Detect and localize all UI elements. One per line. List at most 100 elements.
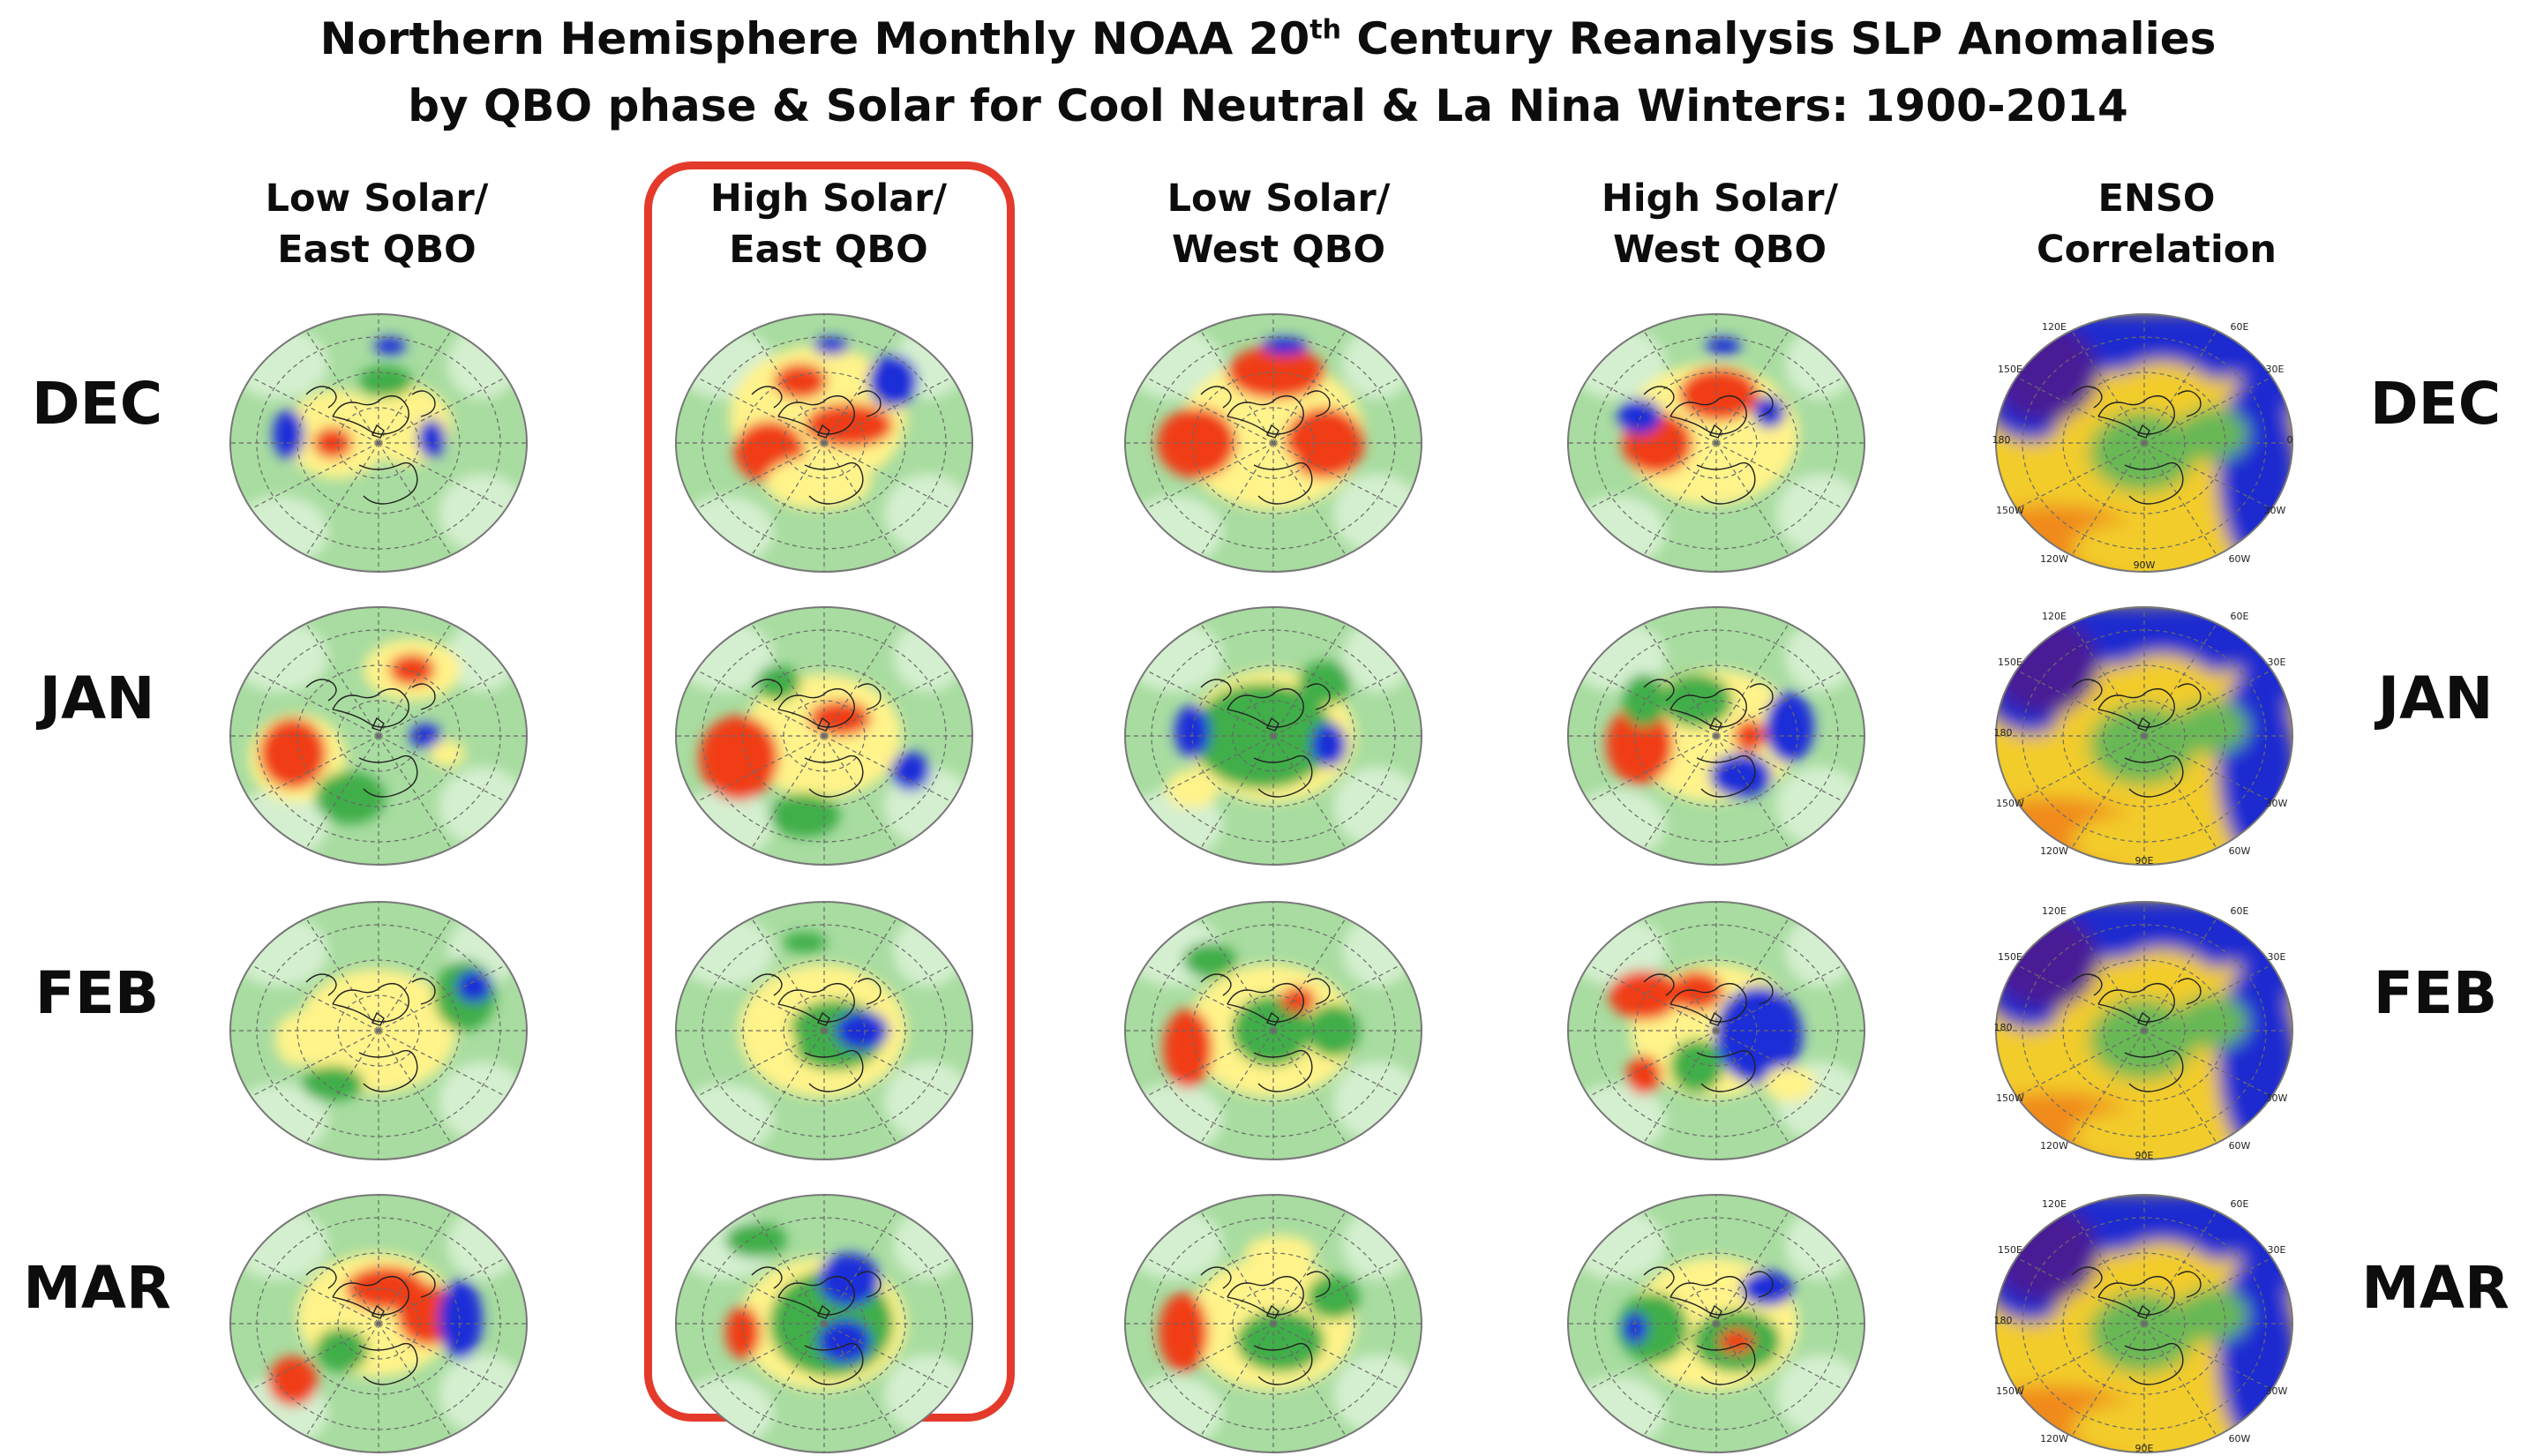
- meridian-line: [1632, 1195, 1717, 1325]
- coastline: [411, 1271, 436, 1298]
- longitude-label: 90E: [2135, 855, 2154, 867]
- meridian-line: [2143, 442, 2229, 572]
- coastline: [1696, 754, 1756, 798]
- anomaly-blob: [359, 365, 412, 397]
- anomaly-blob: [389, 654, 435, 686]
- coastlines: [2071, 679, 2202, 798]
- anomaly-blob: [456, 971, 491, 1002]
- meridian-line: [2060, 1030, 2145, 1160]
- coastline: [857, 1271, 882, 1298]
- meridian-line: [739, 314, 825, 444]
- map-panel-enso-correlation-dec: 120E 60E 150E 30E 180 0 150W 30W 120W 90W 60W: [1992, 311, 2297, 575]
- map-outline: [675, 313, 973, 573]
- coastlines: [2071, 1266, 2202, 1385]
- coastline: [1709, 424, 1722, 439]
- meridian-line: [823, 314, 909, 444]
- longitude-label: 60W: [2229, 1433, 2251, 1445]
- meridian-line: [2143, 1323, 2290, 1400]
- row-label-mar-right: MAR: [2361, 1254, 2510, 1322]
- column-header-low-solar-east-qbo: Low Solar/ East QBO: [209, 173, 544, 275]
- anomaly-blob: [1710, 754, 1772, 798]
- meridian-line: [233, 660, 379, 737]
- meridian-line: [1272, 735, 1358, 865]
- anomaly-blob: [1706, 337, 1741, 355]
- anomaly-blob: [1622, 674, 1666, 727]
- meridian-line: [1632, 442, 1717, 572]
- positive-corr-south: [2072, 815, 2178, 865]
- meridian-line: [233, 442, 379, 519]
- map-panel-low-solar-east-qbo-feb: [227, 898, 531, 1163]
- green-region: [2178, 408, 2248, 461]
- light-anomaly: [893, 916, 964, 987]
- anomaly-blob: [725, 1222, 787, 1257]
- meridian-line: [1189, 314, 1274, 444]
- latitude-grid: [1568, 607, 1864, 865]
- longitude-label: 150E: [1998, 364, 2022, 375]
- coastline: [358, 1342, 418, 1385]
- coastline: [1696, 1049, 1756, 1092]
- coastlines: [1643, 679, 1774, 798]
- coastline: [1669, 395, 1747, 435]
- anomaly-blob: [374, 337, 406, 355]
- coastlines: [1200, 1266, 1331, 1385]
- meridian-line: [1128, 367, 1274, 444]
- coastline: [857, 390, 882, 417]
- polar-map-svg: [229, 901, 528, 1160]
- meridian-line: [2060, 735, 2145, 865]
- meridian-line: [2143, 1248, 2290, 1325]
- meridian-line: [1715, 367, 1862, 444]
- coastline: [2124, 1342, 2184, 1385]
- meridian-line: [1189, 1030, 1274, 1160]
- longitude-label: 180: [1994, 1315, 2013, 1326]
- map-panel-high-solar-west-qbo-mar: [1564, 1191, 1869, 1456]
- meridian-line: [1999, 955, 2145, 1032]
- polar-map-svg: [1124, 606, 1422, 866]
- coastline: [332, 983, 409, 1023]
- column-header-line2: East QBO: [729, 228, 928, 272]
- row-label-feb-left: FEB: [34, 959, 160, 1027]
- light-anomaly: [1126, 496, 1223, 567]
- anomaly-blob: [1307, 1275, 1360, 1319]
- map-outline: [1567, 606, 1865, 866]
- meridian-line: [378, 955, 524, 1032]
- meridian-line: [739, 1030, 825, 1160]
- map-outline: [229, 901, 528, 1160]
- coastline: [817, 1304, 830, 1319]
- meridian-line: [1189, 902, 1274, 1032]
- row-label-jan-left: JAN: [39, 664, 155, 732]
- meridian-line: [679, 367, 825, 444]
- coastline: [1643, 679, 1675, 702]
- coastline: [2071, 973, 2103, 996]
- coastlines: [1643, 973, 1774, 1092]
- latitude-grid: [676, 902, 972, 1160]
- coastlines: [1643, 1266, 1774, 1385]
- latitude-grid: [230, 607, 527, 865]
- arctic-green: [2090, 1293, 2195, 1372]
- light-anomaly: [1333, 474, 1422, 553]
- coastline: [1709, 1011, 1722, 1026]
- anomaly-blob: [1227, 443, 1298, 496]
- coastline: [751, 386, 783, 409]
- polar-map-svg: [1567, 1194, 1865, 1453]
- coastline: [817, 717, 830, 732]
- longitude-label: 30E: [2268, 951, 2286, 963]
- meridian-line: [233, 367, 379, 444]
- meridian-line: [1272, 660, 1419, 737]
- anomaly-blob: [268, 1356, 318, 1406]
- meridian-line: [1632, 902, 1717, 1032]
- light-anomaly: [447, 1209, 518, 1280]
- meridian-line: [1571, 442, 1717, 519]
- meridian-line: [823, 1323, 970, 1400]
- meridian-line: [1571, 1248, 1717, 1325]
- anomaly-blob: [1609, 971, 1679, 1020]
- meridian-line: [1999, 660, 2145, 737]
- meridian-line: [739, 1195, 825, 1325]
- coastline: [1227, 983, 1304, 1023]
- row-label-feb-right: FEB: [2373, 959, 2498, 1027]
- meridian-line: [823, 442, 909, 572]
- anomaly-blob: [273, 409, 304, 459]
- coastlines: [305, 973, 436, 1092]
- light-anomaly: [1776, 474, 1864, 553]
- meridian-line: [1571, 1323, 1717, 1400]
- coastline: [1306, 978, 1331, 1005]
